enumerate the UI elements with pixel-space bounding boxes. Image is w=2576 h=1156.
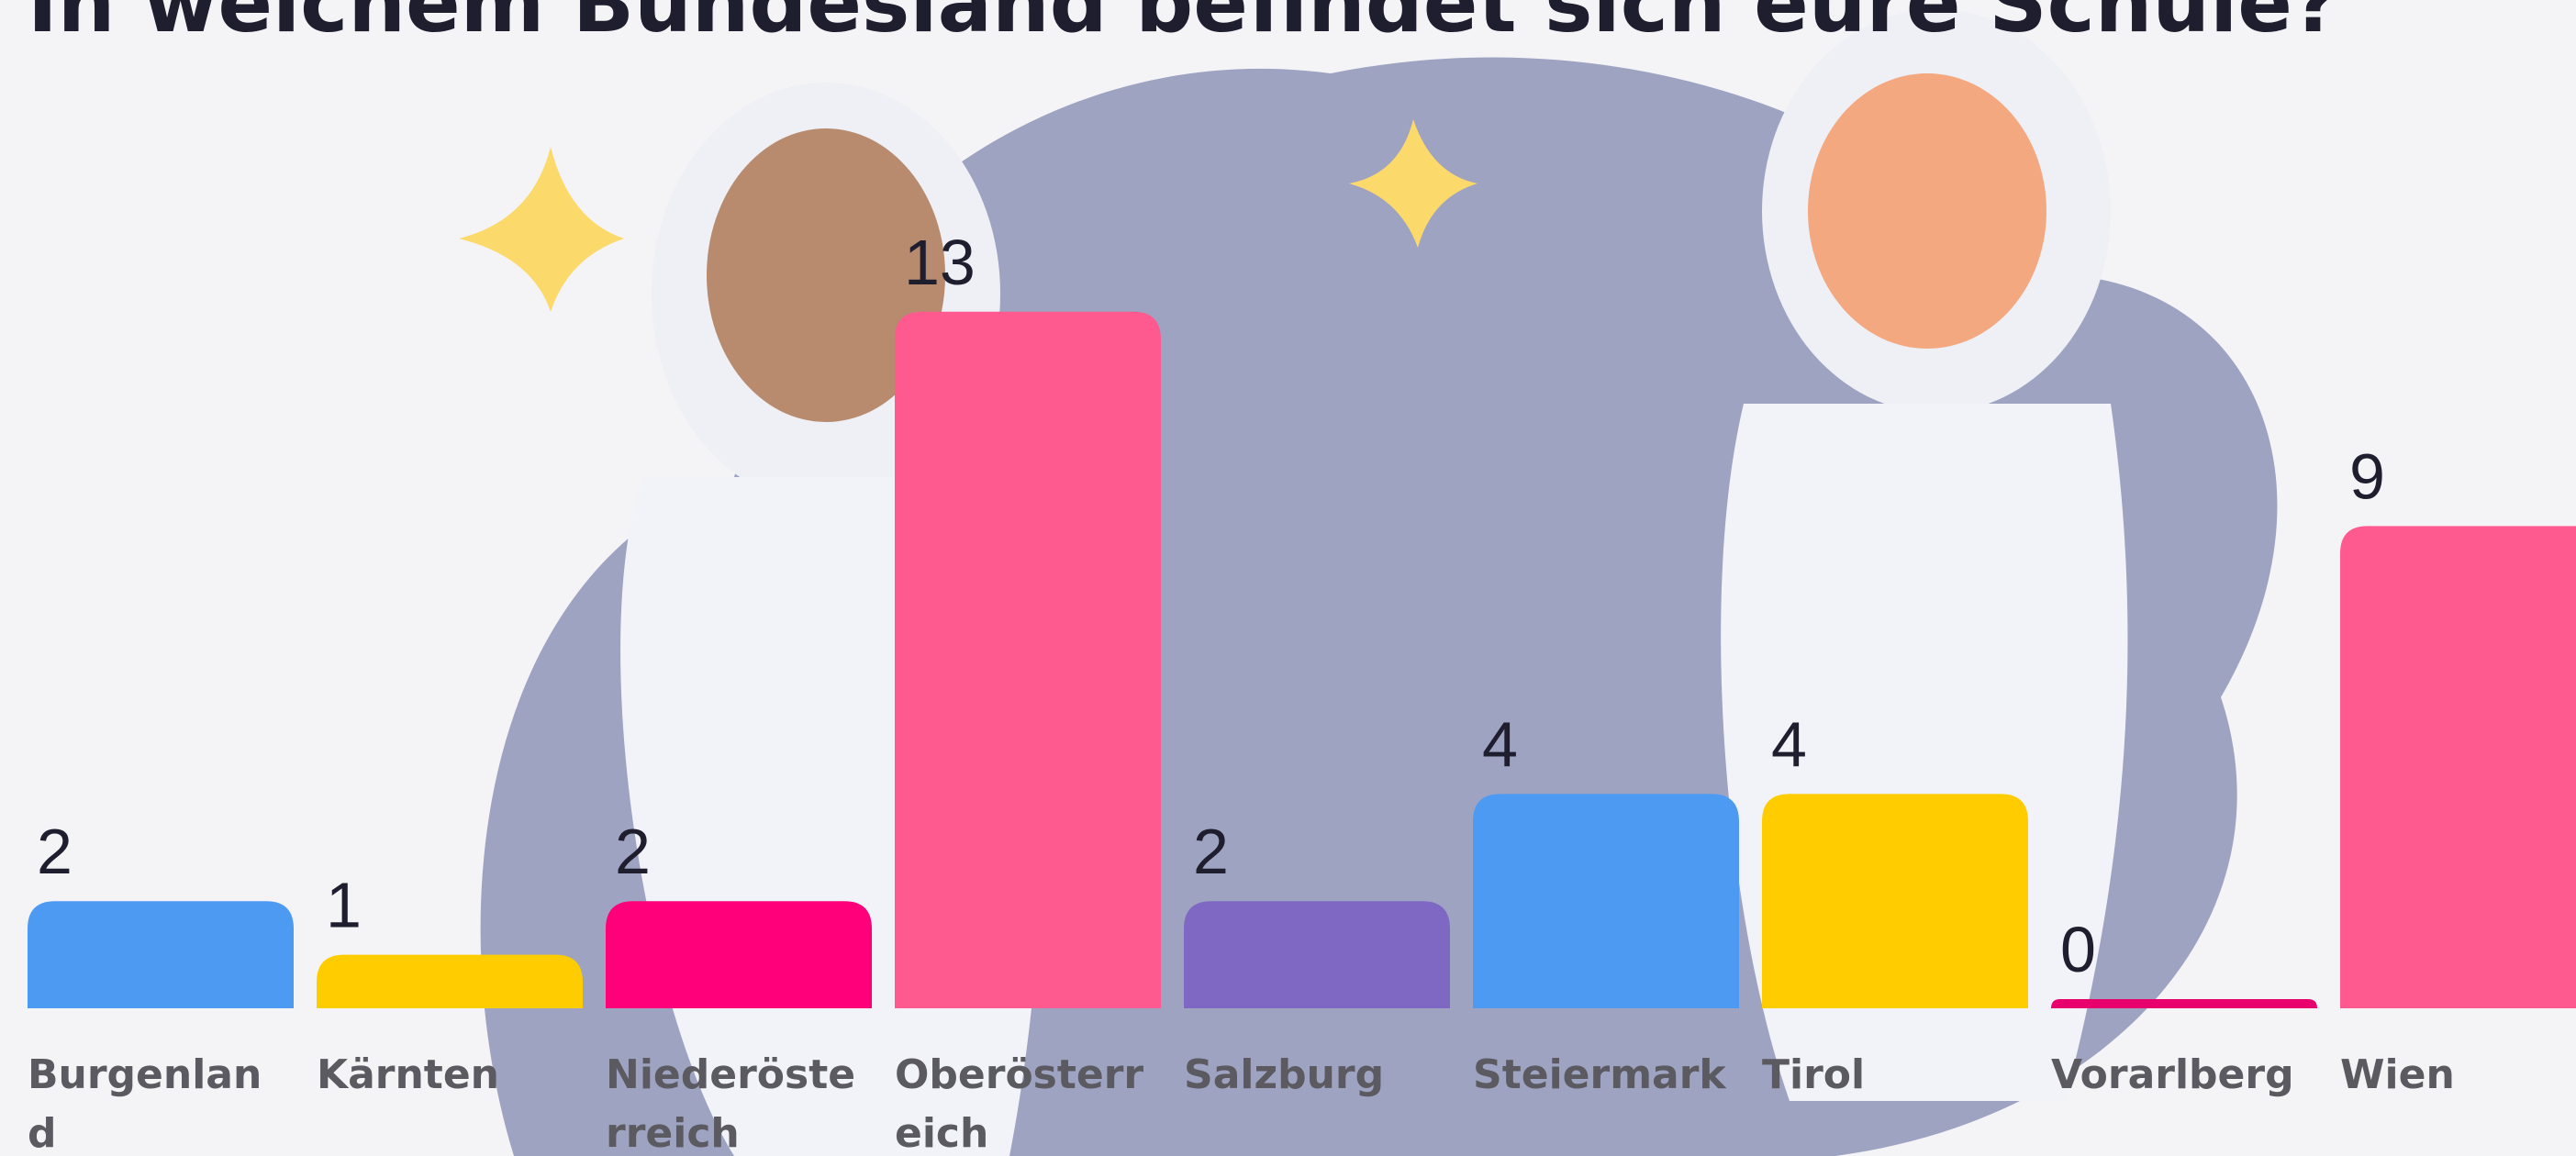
astronaut-face [1808, 73, 2046, 349]
bar [28, 901, 294, 1008]
value-label: 0 [2060, 914, 2096, 985]
bar [606, 901, 872, 1008]
value-label: 2 [615, 816, 651, 887]
bar [1184, 901, 1450, 1008]
category-label: Niederösterreich [606, 1046, 863, 1156]
value-label: 2 [37, 816, 72, 887]
category-label: Tirol [1762, 1046, 2019, 1105]
value-label: 4 [1771, 708, 1807, 780]
category-label: Kärnten [317, 1046, 574, 1105]
category-label: Oberösterreich [895, 1046, 1152, 1156]
screen: 2121324409 In welchem Bundesland befinde… [0, 0, 2576, 1156]
bar [895, 312, 1161, 1008]
category-label: Vorarlberg [2051, 1046, 2308, 1105]
bar [1762, 794, 2028, 1008]
category-label: Salzburg [1184, 1046, 1441, 1105]
value-label: 1 [326, 870, 362, 941]
bar [317, 955, 583, 1008]
value-label: 9 [2349, 440, 2385, 512]
category-label: Steiermark [1473, 1046, 1730, 1105]
category-label: Wien [2340, 1046, 2576, 1105]
category-label: Burgenland [28, 1046, 284, 1156]
bar [1473, 794, 1739, 1008]
value-label: 13 [904, 227, 976, 298]
chart: 2121324409 [0, 0, 2576, 1156]
bar [2051, 999, 2317, 1008]
value-label: 4 [1482, 708, 1518, 780]
value-label: 2 [1193, 816, 1229, 887]
bar [2340, 526, 2576, 1008]
star [459, 147, 624, 312]
chart-title: In welchem Bundesland befindet sich eure… [28, 0, 2339, 50]
